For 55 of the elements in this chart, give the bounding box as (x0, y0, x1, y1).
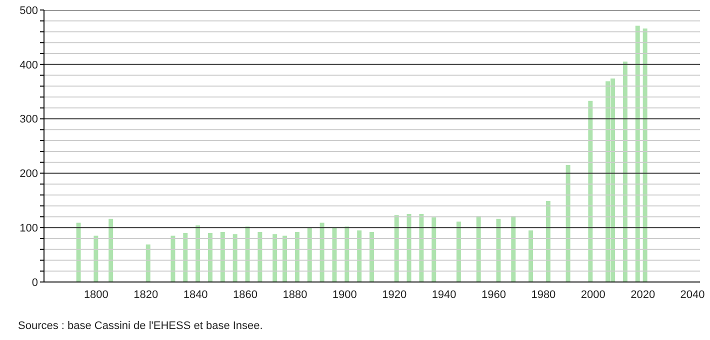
x-tick-label: 1820 (134, 288, 158, 301)
bar (146, 244, 150, 282)
bar (419, 214, 424, 282)
y-tick-label: 200 (20, 168, 38, 180)
bar (196, 225, 200, 282)
x-tick-label: 1980 (531, 288, 556, 301)
y-tick-label: 400 (20, 59, 38, 72)
y-tick-label: 300 (20, 114, 38, 126)
bar (183, 233, 188, 282)
bar (220, 232, 225, 282)
bar (294, 232, 300, 282)
bar (406, 214, 412, 282)
x-tick-label: 1900 (332, 288, 357, 301)
x-tick-label: 2000 (580, 288, 606, 301)
bar (394, 215, 399, 282)
x-tick-label: 1960 (482, 288, 506, 301)
x-tick-label: 1880 (282, 288, 308, 301)
bar (232, 234, 238, 282)
bar (528, 230, 534, 282)
bar (320, 222, 324, 282)
bar (432, 217, 436, 282)
bar (332, 228, 337, 282)
bar (258, 232, 262, 282)
source-note: Sources : base Cassini de l'EHESS et base Insee. (18, 320, 263, 332)
bar (566, 165, 570, 282)
y-tick-label: 100 (20, 222, 38, 235)
bar (76, 222, 81, 282)
y-tick-label: 500 (20, 4, 38, 17)
bar (170, 236, 176, 282)
bar (307, 228, 312, 282)
bar (272, 234, 278, 282)
x-tick-label: 1840 (183, 288, 208, 301)
bar (357, 230, 362, 282)
bar (456, 222, 461, 282)
bar (94, 236, 98, 282)
bar (588, 100, 593, 282)
bar (642, 28, 648, 282)
x-tick-label: 2040 (680, 288, 705, 301)
bar (635, 26, 640, 282)
bar (496, 218, 501, 282)
x-tick-label: 1800 (84, 288, 108, 301)
bar (344, 226, 350, 282)
bar (208, 233, 212, 282)
bar (546, 200, 550, 282)
bar (108, 218, 114, 282)
x-tick-label: 2020 (630, 288, 656, 301)
x-tick-label: 1860 (233, 288, 258, 301)
bar (476, 216, 481, 282)
y-tick-label: 0 (32, 276, 38, 289)
bar (511, 216, 516, 282)
bar (370, 232, 374, 282)
x-tick-label: 1920 (382, 288, 407, 301)
bar (282, 236, 288, 282)
bar (622, 62, 628, 282)
x-tick-label: 1940 (432, 288, 456, 301)
